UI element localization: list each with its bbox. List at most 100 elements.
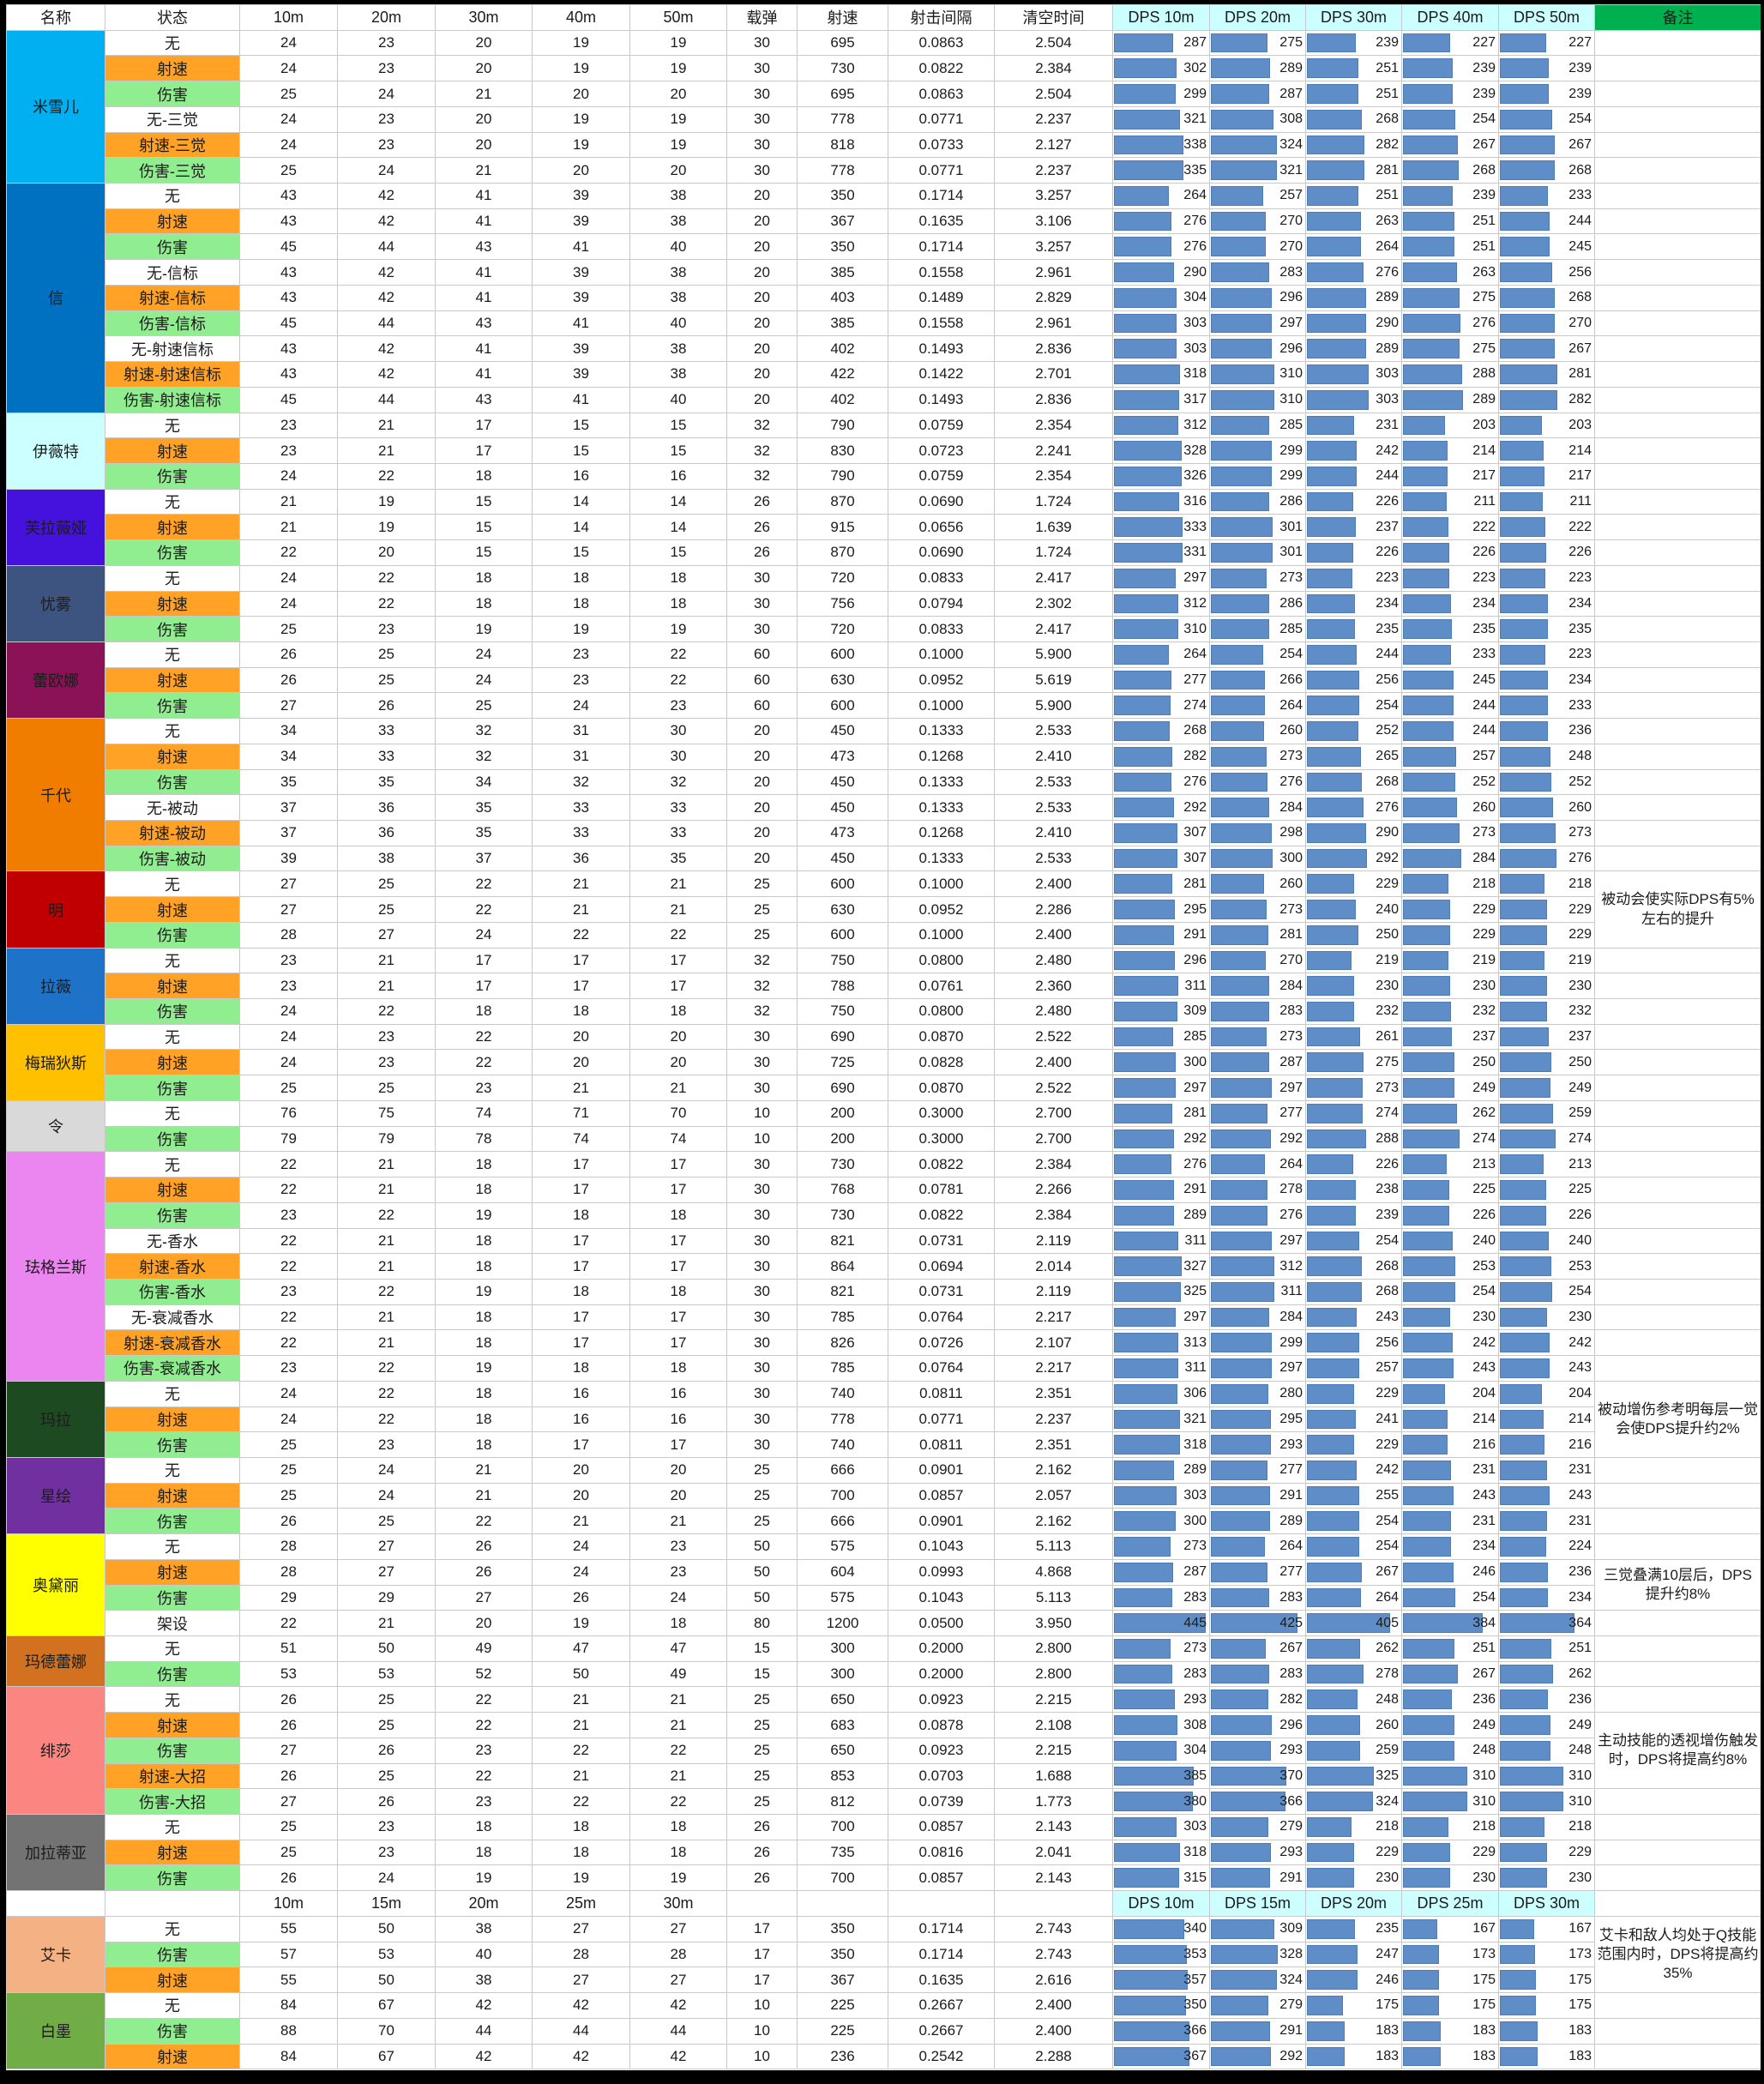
damage-cell[interactable]: 45 — [239, 386, 338, 413]
dps-cell[interactable]: 289 — [1112, 1456, 1210, 1484]
damage-cell[interactable]: 35 — [239, 768, 338, 796]
clear-time-cell[interactable]: 4.868 — [994, 1558, 1113, 1586]
damage-cell[interactable]: 25 — [239, 1431, 338, 1458]
note-cell[interactable] — [1594, 1049, 1761, 1076]
fire-rate-cell[interactable]: 666 — [797, 1508, 888, 1535]
damage-cell[interactable]: 40 — [629, 310, 727, 337]
state-cell[interactable]: 无 — [105, 1992, 240, 2019]
damage-cell[interactable]: 16 — [629, 1380, 727, 1407]
damage-cell[interactable]: 50 — [337, 1635, 436, 1662]
damage-cell[interactable]: 24 — [239, 1406, 338, 1433]
dps-cell[interactable]: 232 — [1498, 998, 1595, 1025]
magazine-cell[interactable]: 50 — [726, 1584, 798, 1611]
distance-subheader[interactable]: 15m — [337, 1890, 436, 1917]
damage-cell[interactable]: 15 — [532, 539, 630, 566]
magazine-cell[interactable]: 30 — [726, 1355, 798, 1382]
damage-cell[interactable]: 22 — [532, 1737, 630, 1764]
damage-cell[interactable]: 28 — [239, 1533, 338, 1560]
shot-interval-cell[interactable]: 0.0901 — [888, 1456, 995, 1484]
state-cell[interactable]: 射速-香水 — [105, 1253, 240, 1280]
distance-subheader[interactable]: 25m — [532, 1890, 630, 1917]
damage-cell[interactable]: 19 — [435, 1202, 533, 1229]
magazine-cell[interactable]: 20 — [726, 335, 798, 363]
dps-cell[interactable]: 183 — [1305, 2017, 1402, 2045]
state-cell[interactable]: 伤害 — [105, 1660, 240, 1688]
state-cell[interactable]: 射速 — [105, 973, 240, 1000]
damage-cell[interactable]: 18 — [435, 1839, 533, 1866]
damage-cell[interactable]: 19 — [532, 1610, 630, 1636]
character-name-cell[interactable]: 伊薇特 — [6, 412, 105, 490]
damage-cell[interactable]: 19 — [532, 131, 630, 159]
shot-interval-cell[interactable]: 0.1333 — [888, 794, 995, 821]
dps-cell[interactable]: 239 — [1498, 55, 1595, 82]
damage-cell[interactable]: 31 — [532, 718, 630, 744]
dps-cell[interactable]: 244 — [1498, 208, 1595, 235]
fire-rate-cell[interactable]: 200 — [797, 1099, 888, 1127]
dps-cell[interactable]: 234 — [1401, 590, 1499, 617]
state-cell[interactable]: 伤害-射速信标 — [105, 386, 240, 413]
dps-cell[interactable]: 231 — [1401, 1456, 1499, 1484]
clear-time-cell[interactable]: 2.241 — [994, 437, 1113, 464]
damage-cell[interactable]: 23 — [239, 1278, 338, 1305]
damage-cell[interactable]: 37 — [239, 794, 338, 821]
note-cell[interactable] — [1594, 284, 1761, 311]
magazine-cell[interactable] — [726, 1890, 798, 1917]
damage-cell[interactable]: 22 — [435, 870, 533, 898]
dps-cell[interactable]: 251 — [1401, 208, 1499, 235]
dps-cell[interactable]: 292 — [1305, 845, 1402, 872]
character-name-cell[interactable]: 珐格兰斯 — [6, 1151, 105, 1382]
clear-time-cell[interactable]: 2.041 — [994, 1839, 1113, 1866]
note-cell[interactable] — [1594, 1864, 1761, 1892]
note-cell[interactable] — [1594, 208, 1761, 235]
magazine-cell[interactable]: 20 — [726, 794, 798, 821]
dps-cell[interactable]: 268 — [1305, 1278, 1402, 1305]
clear-time-cell[interactable]: 2.533 — [994, 768, 1113, 796]
damage-cell[interactable]: 52 — [435, 1660, 533, 1688]
state-cell[interactable]: 射速 — [105, 1482, 240, 1509]
magazine-cell[interactable]: 10 — [726, 2017, 798, 2045]
dps-cell[interactable]: 237 — [1498, 1023, 1595, 1051]
clear-time-cell[interactable]: 2.533 — [994, 794, 1113, 821]
shot-interval-cell[interactable]: 0.0500 — [888, 1610, 995, 1636]
damage-cell[interactable]: 18 — [435, 998, 533, 1025]
dps-cell[interactable]: 260 — [1209, 870, 1306, 898]
damage-cell[interactable]: 50 — [337, 1915, 436, 1942]
state-cell[interactable]: 射速 — [105, 743, 240, 770]
dps-cell[interactable]: 289 — [1209, 1508, 1306, 1535]
dps-cell[interactable]: 273 — [1498, 820, 1595, 846]
damage-cell[interactable]: 17 — [532, 1151, 630, 1178]
damage-cell[interactable]: 23 — [337, 1839, 436, 1866]
damage-cell[interactable]: 17 — [629, 947, 727, 974]
damage-cell[interactable]: 28 — [629, 1941, 727, 1968]
dps-cell[interactable]: 267 — [1209, 1635, 1306, 1662]
shot-interval-cell[interactable]: 0.0800 — [888, 947, 995, 974]
dps-cell[interactable]: 219 — [1498, 947, 1595, 974]
dps-cell[interactable]: 259 — [1305, 1737, 1402, 1764]
state-cell[interactable]: 射速 — [105, 1712, 240, 1738]
damage-cell[interactable]: 17 — [629, 1431, 727, 1458]
dps-cell[interactable]: 254 — [1498, 105, 1595, 133]
dps-cell[interactable]: 173 — [1498, 1941, 1595, 1968]
magazine-cell[interactable]: 32 — [726, 947, 798, 974]
note-cell[interactable] — [1594, 743, 1761, 770]
dps-cell[interactable]: 229 — [1498, 921, 1595, 949]
damage-cell[interactable]: 15 — [435, 514, 533, 541]
damage-cell[interactable]: 26 — [239, 666, 338, 694]
damage-cell[interactable]: 16 — [629, 462, 727, 490]
damage-cell[interactable]: 44 — [337, 386, 436, 413]
damage-cell[interactable]: 27 — [337, 921, 436, 949]
magazine-cell[interactable]: 20 — [726, 845, 798, 872]
damage-cell[interactable]: 38 — [629, 183, 727, 209]
clear-time-cell[interactable]: 2.522 — [994, 1075, 1113, 1101]
state-cell[interactable]: 无 — [105, 718, 240, 744]
dps-cell[interactable]: 218 — [1305, 1814, 1402, 1840]
damage-cell[interactable]: 23 — [337, 55, 436, 82]
dps-cell[interactable]: 253 — [1498, 1253, 1595, 1280]
shot-interval-cell[interactable]: 0.0952 — [888, 896, 995, 923]
clear-time-cell[interactable]: 2.288 — [994, 2043, 1113, 2070]
note-cell[interactable] — [1594, 1099, 1761, 1127]
magazine-cell[interactable]: 30 — [726, 29, 798, 57]
damage-cell[interactable]: 36 — [337, 820, 436, 846]
damage-cell[interactable]: 53 — [337, 1941, 436, 1968]
damage-cell[interactable]: 22 — [435, 1023, 533, 1051]
